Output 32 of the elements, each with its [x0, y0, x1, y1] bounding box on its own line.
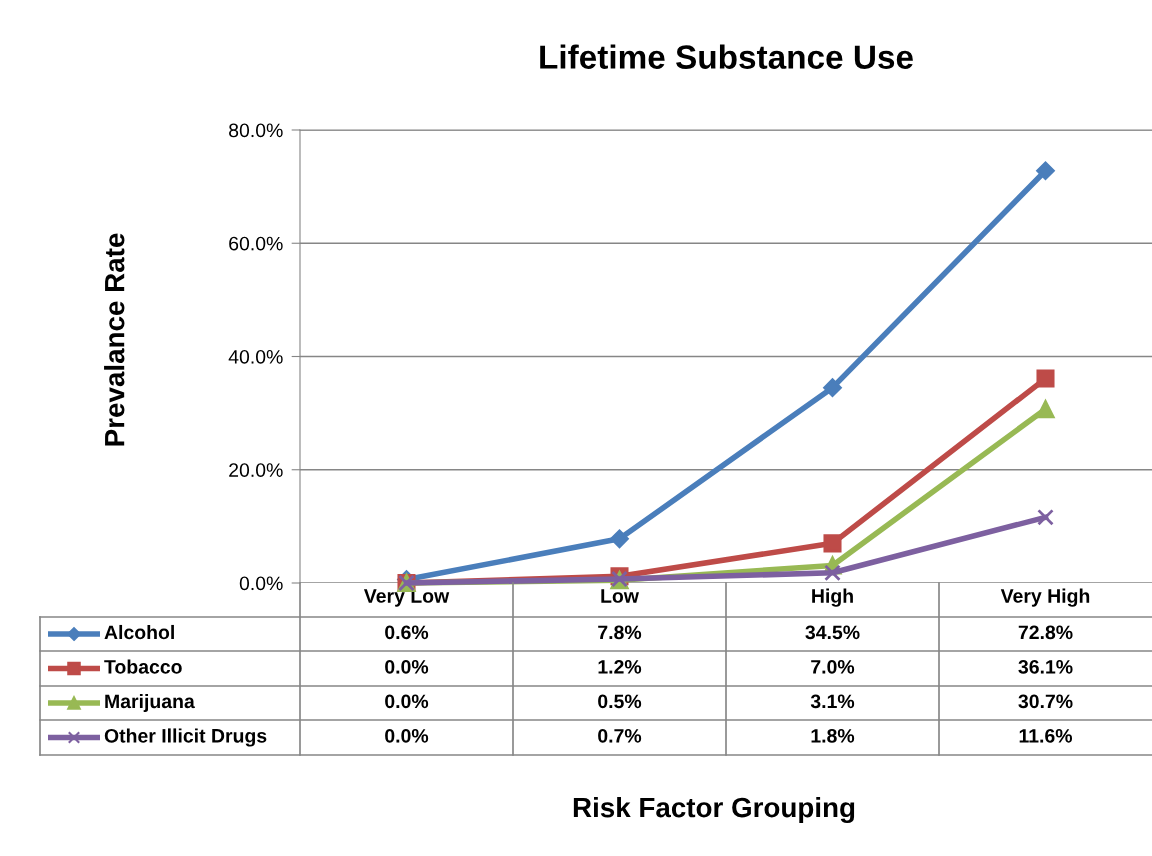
data-label: 34.5% [805, 625, 860, 640]
x-tick-label: Low [601, 589, 639, 603]
y-tick-label: 20.0% [229, 463, 283, 477]
legend-label: Other Illicit Drugs [104, 728, 267, 747]
chart-title: Lifetime Substance Use [540, 44, 913, 69]
data-label: 1.8% [811, 728, 855, 743]
legend-label: Tobacco [104, 659, 182, 674]
y-axis-title: Prevalance Rate [104, 233, 125, 446]
y-tick-label: 60.0% [229, 236, 283, 251]
data-label: 0.0% [385, 659, 429, 674]
data-label: 0.7% [598, 728, 642, 743]
data-label: 30.7% [1018, 694, 1073, 709]
data-label: 0.6% [385, 625, 429, 640]
x-tick-label: Very High [1000, 588, 1090, 607]
data-label: 11.6% [1019, 728, 1073, 743]
data-label: 0.5% [598, 694, 642, 709]
data-label: 36.1% [1018, 659, 1073, 674]
y-tick-label: 40.0% [228, 349, 283, 364]
y-tick-label: 80.0% [229, 123, 283, 138]
data-label: 7.0% [811, 659, 855, 674]
text: Risk Factor Grouping [573, 796, 855, 824]
data-label: 72.8% [1018, 625, 1073, 640]
data-label: 1.2% [598, 659, 642, 674]
x-tick-label: High [812, 588, 853, 607]
y-tick-label: 0.0% [239, 576, 283, 591]
legend-label: Alcohol [104, 624, 174, 640]
data-label: 0.0% [385, 694, 429, 709]
x-tick-label: Very Low [363, 589, 450, 607]
data-label: 7.8% [598, 625, 642, 640]
legend-label: Marijuana [105, 693, 195, 713]
data-label: 3.1% [810, 694, 855, 709]
data-label: 0.0% [385, 728, 429, 743]
